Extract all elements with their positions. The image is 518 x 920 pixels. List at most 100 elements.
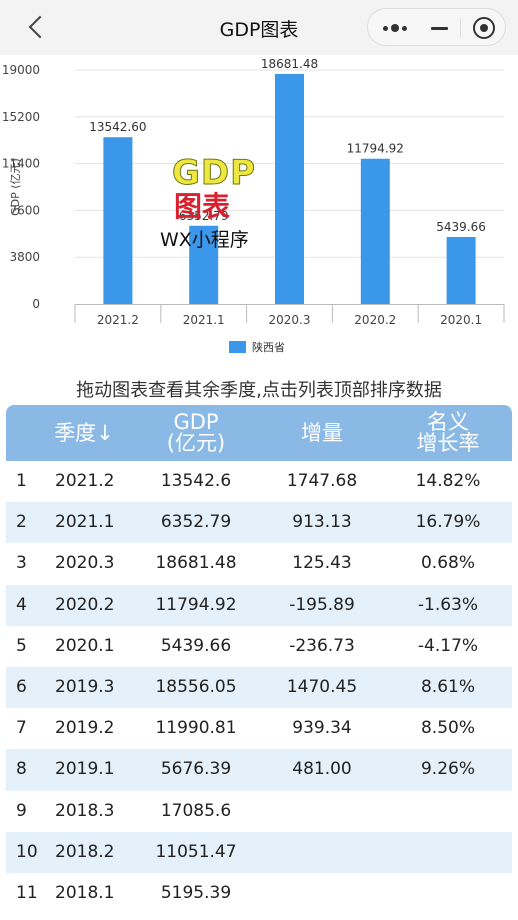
more-options-button[interactable] (372, 9, 418, 47)
quarter-cell: 2018.3 (55, 800, 115, 821)
increase-cell: -195.89 (289, 594, 355, 615)
growth-rate-cell (398, 832, 498, 873)
growth-rate-cell: 9.26% (420, 759, 475, 780)
header-gdp-label: GDP (173, 410, 219, 434)
gdp-cell: 18681.48 (155, 553, 237, 574)
minus-icon (430, 26, 448, 30)
header-gdp-unit: (亿元) (166, 431, 226, 455)
sort-by-rate-header[interactable]: 名义 增长率 (398, 405, 498, 461)
header-rate-label: 名义 (427, 410, 469, 434)
row-index: 10 (16, 841, 38, 862)
y-tick-label: 15200 (2, 110, 40, 124)
bar (360, 158, 390, 304)
row-index: 5 (16, 635, 27, 656)
quarter-cell: 2018.1 (55, 882, 115, 903)
x-tick-label: 2020.2 (354, 313, 396, 327)
gdp-cell: 6352.79 (160, 512, 232, 533)
row-index: 3 (16, 553, 27, 574)
bar (275, 73, 304, 304)
target-icon (473, 17, 495, 39)
gdp-table: 季度↓ GDP (亿元) 增量 名义 增长率 1 2021.2 13542.6 174… (6, 405, 512, 914)
bar (103, 137, 133, 304)
table-row[interactable]: 8 2019.1 5676.39 481.00 9.26% (6, 749, 512, 791)
quarter-cell: 2019.2 (55, 718, 115, 739)
table-row[interactable]: 11 2018.1 5195.39 (6, 873, 512, 914)
instruction-text: 拖动图表查看其余季度,点击列表顶部排序数据 (76, 380, 442, 401)
header-rate-label-2: 增长率 (416, 431, 480, 455)
quarter-cell: 2021.2 (55, 471, 115, 491)
gdp-cell: 5676.39 (160, 759, 232, 780)
growth-rate-cell: 16.79% (415, 512, 481, 533)
table-row[interactable]: 10 2018.2 11051.47 (6, 831, 512, 873)
row-index: 2 (16, 512, 27, 533)
increase-cell (272, 791, 372, 832)
y-tick-label: 3800 (9, 250, 40, 264)
mini-program-capsule (367, 8, 506, 46)
gdp-cell: 18556.05 (155, 676, 237, 697)
increase-cell (272, 873, 372, 914)
x-tick-label: 2021.1 (183, 313, 225, 327)
page-title: GDP图表 (219, 19, 299, 41)
increase-cell: 939.34 (292, 718, 352, 739)
growth-rate-cell (398, 791, 498, 832)
growth-rate-cell: 8.50% (420, 718, 475, 739)
gdp-cell: 17085.6 (160, 800, 232, 821)
bar-value-label: 11794.92 (347, 142, 404, 156)
table-row[interactable]: 1 2021.2 13542.6 1747.68 14.82% (6, 461, 512, 502)
row-index: 1 (16, 471, 27, 491)
y-axis-title: GDP (亿元) (9, 158, 22, 216)
more-dots-icon (402, 25, 407, 31)
sort-by-quarter-header[interactable]: 季度↓ (42, 405, 126, 461)
gdp-cell: 11990.81 (155, 718, 237, 739)
minimize-button[interactable] (418, 9, 460, 47)
header-quarter-label: 季度↓ (54, 420, 114, 445)
y-tick-label: 0 (32, 297, 40, 311)
table-body: 1 2021.2 13542.6 1747.68 14.82% 2 2021.1 6352.7… (6, 461, 512, 914)
increase-cell: -236.73 (289, 635, 355, 656)
growth-rate-cell: 8.61% (420, 676, 475, 697)
increase-cell: 481.00 (292, 759, 352, 780)
row-index: 11 (16, 882, 38, 903)
quarter-cell: 2021.1 (55, 512, 115, 533)
quarter-cell: 2019.1 (55, 759, 115, 780)
chart-canvas[interactable]: 0 3800 7600 11400 15200 19000 GDP (亿元) 13542.60… (0, 55, 518, 367)
bar-value-label: 6352.79 (179, 209, 229, 223)
table-row[interactable]: 4 2020.2 11794.92 -195.89 -1.63% (6, 584, 512, 626)
table-row[interactable]: 3 2020.3 18681.48 125.43 0.68% (6, 543, 512, 584)
x-tick-label: 2020.1 (440, 313, 482, 327)
y-tick-label: 7600 (9, 203, 40, 217)
gdp-cell: 5439.66 (160, 635, 232, 656)
y-tick-label: 19000 (2, 63, 40, 77)
row-index: 4 (16, 594, 27, 615)
gdp-bar-chart[interactable]: 0 3800 7600 11400 15200 19000 GDP (亿元) 13542.60… (0, 55, 518, 367)
more-dots-icon (383, 25, 388, 31)
bar-value-label: 13542.60 (89, 120, 146, 134)
bar-value-label: 18681.48 (261, 57, 318, 71)
table-row[interactable]: 5 2020.1 5439.66 -236.73 -4.17% (6, 626, 512, 667)
more-dots-icon (391, 24, 399, 32)
increase-cell: 913.13 (292, 512, 352, 533)
table-row[interactable]: 9 2018.3 17085.6 (6, 791, 512, 832)
table-row[interactable]: 2 2021.1 6352.79 913.13 16.79% (6, 502, 512, 544)
row-index: 9 (16, 800, 27, 821)
y-tick-label: 11400 (2, 157, 40, 171)
quarter-cell: 2020.2 (55, 594, 115, 615)
gdp-cell: 13542.6 (160, 471, 232, 491)
bar (189, 225, 219, 304)
table-header: 季度↓ GDP (亿元) 增量 名义 增长率 (6, 405, 512, 461)
growth-rate-cell (398, 873, 498, 914)
bar (446, 237, 476, 304)
sort-by-increase-header[interactable]: 增量 (272, 405, 372, 461)
row-index: 6 (16, 676, 27, 697)
sort-by-gdp-header[interactable]: GDP (亿元) (146, 405, 246, 461)
x-tick-label: 2021.2 (97, 313, 139, 327)
capsule-divider (460, 18, 461, 38)
x-tick-label: 2020.3 (269, 313, 311, 327)
table-row[interactable]: 6 2019.3 18556.05 1470.45 8.61% (6, 666, 512, 709)
growth-rate-cell: 0.68% (420, 553, 475, 574)
navigation-bar: GDP图表 (0, 0, 518, 55)
row-index: 8 (16, 759, 27, 780)
table-row[interactable]: 7 2019.2 11990.81 939.34 8.50% (6, 708, 512, 749)
close-button[interactable] (462, 9, 506, 47)
increase-cell (272, 832, 372, 873)
